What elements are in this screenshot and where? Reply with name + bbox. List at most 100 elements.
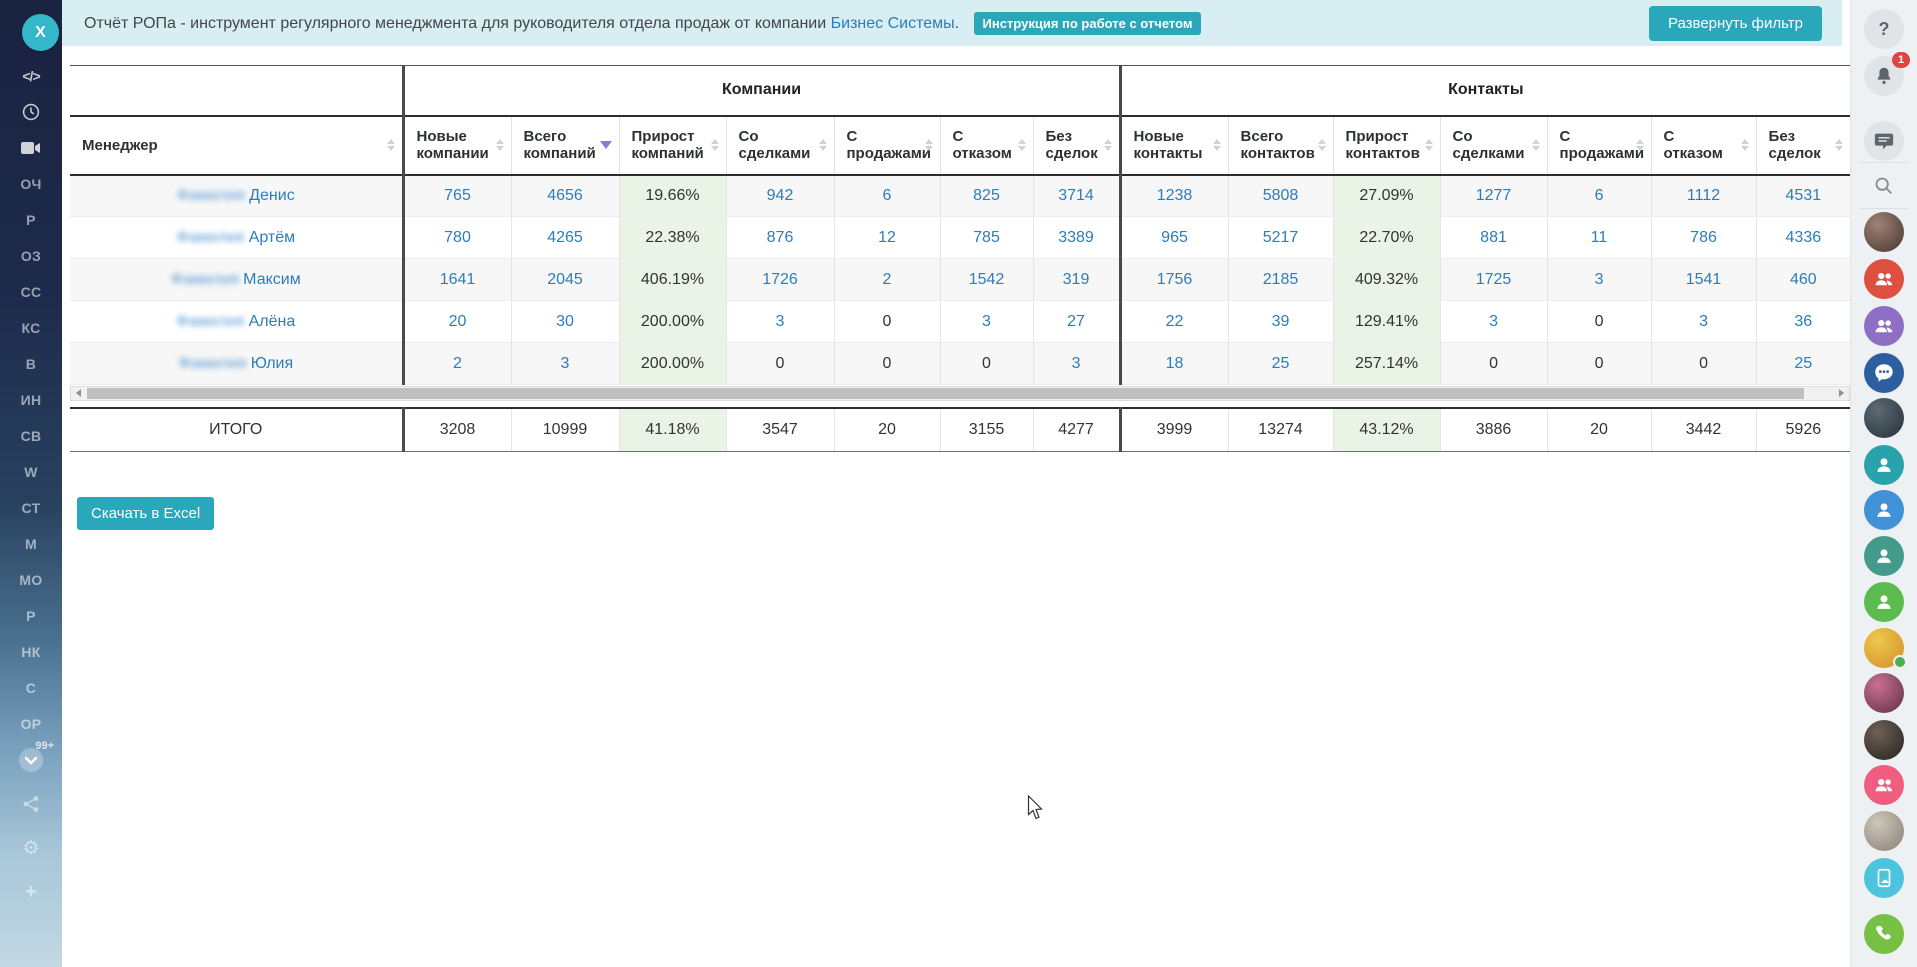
value-cell[interactable]: 2 <box>403 343 511 385</box>
value-link[interactable]: 1641 <box>440 271 476 288</box>
sort-icon[interactable] <box>1741 139 1749 151</box>
sort-icon[interactable] <box>1835 139 1843 151</box>
value-link[interactable]: 6 <box>1595 187 1604 204</box>
sidebar-item-св[interactable]: СВ <box>0 418 62 454</box>
sidebar-item-мо[interactable]: МО <box>0 562 62 598</box>
value-link[interactable]: 881 <box>1480 229 1507 246</box>
value-cell[interactable]: 6 <box>834 175 940 217</box>
value-link[interactable]: 6 <box>883 187 892 204</box>
value-link[interactable]: 4265 <box>547 229 583 246</box>
value-link[interactable]: 3714 <box>1058 187 1094 204</box>
download-excel-button[interactable]: Скачать в Excel <box>77 497 214 530</box>
value-cell[interactable]: 3 <box>726 301 834 343</box>
share-icon[interactable] <box>0 782 62 826</box>
column-header[interactable]: Без сделок <box>1033 116 1120 175</box>
scrollbar-thumb[interactable] <box>87 388 1804 399</box>
value-link[interactable]: 5808 <box>1263 187 1299 204</box>
value-cell[interactable]: 1541 <box>1651 259 1756 301</box>
value-cell[interactable]: 6 <box>1547 175 1651 217</box>
column-header-manager[interactable]: Менеджер <box>70 116 403 175</box>
value-link[interactable]: 3 <box>982 313 991 330</box>
value-cell[interactable]: 1725 <box>1440 259 1547 301</box>
value-link[interactable]: 27 <box>1067 313 1085 330</box>
avatar[interactable] <box>1864 212 1904 252</box>
value-cell[interactable]: 3714 <box>1033 175 1120 217</box>
avatar[interactable] <box>1864 720 1904 760</box>
value-cell[interactable]: 3 <box>1651 301 1756 343</box>
value-cell[interactable]: 1641 <box>403 259 511 301</box>
value-cell[interactable]: 2185 <box>1228 259 1333 301</box>
search-icon[interactable] <box>1864 166 1904 206</box>
chevron-down-circle-icon[interactable]: 99+ <box>0 738 62 782</box>
column-header[interactable]: Новые компании <box>403 116 511 175</box>
value-cell[interactable]: 3389 <box>1033 217 1120 259</box>
close-slider-button[interactable]: X <box>22 14 59 51</box>
value-link[interactable]: 1756 <box>1157 271 1193 288</box>
value-link[interactable]: 1277 <box>1476 187 1512 204</box>
value-cell[interactable]: 1112 <box>1651 175 1756 217</box>
value-link[interactable]: 965 <box>1161 229 1188 246</box>
value-link[interactable]: 12 <box>878 229 896 246</box>
value-cell[interactable]: 3 <box>1033 343 1120 385</box>
value-cell[interactable]: 1726 <box>726 259 834 301</box>
video-camera-icon[interactable] <box>0 130 62 166</box>
value-cell[interactable]: 25 <box>1756 343 1850 385</box>
value-link[interactable]: 786 <box>1690 229 1717 246</box>
value-cell[interactable]: 25 <box>1228 343 1333 385</box>
help-icon[interactable]: ? <box>1864 9 1904 49</box>
value-cell[interactable]: 20 <box>403 301 511 343</box>
group-chat-icon[interactable] <box>1864 765 1904 805</box>
value-link[interactable]: 11 <box>1591 229 1608 246</box>
value-link[interactable]: 4336 <box>1786 229 1822 246</box>
column-header[interactable]: Новые контакты <box>1120 116 1228 175</box>
instruction-badge[interactable]: Инструкция по работе с отчетом <box>974 12 1202 35</box>
avatar[interactable] <box>1864 673 1904 713</box>
sort-icon[interactable] <box>496 139 504 151</box>
value-link[interactable]: 1541 <box>1686 271 1722 288</box>
value-cell[interactable]: 1542 <box>940 259 1033 301</box>
value-cell[interactable]: 3 <box>940 301 1033 343</box>
value-cell[interactable]: 39 <box>1228 301 1333 343</box>
column-header[interactable]: С продажами <box>1547 116 1651 175</box>
value-cell[interactable]: 1238 <box>1120 175 1228 217</box>
value-link[interactable]: 20 <box>449 313 467 330</box>
column-header[interactable]: С продажами <box>834 116 940 175</box>
value-link[interactable]: 4656 <box>547 187 583 204</box>
value-cell[interactable]: 1277 <box>1440 175 1547 217</box>
column-header[interactable]: Без сделок <box>1756 116 1850 175</box>
sort-icon[interactable] <box>387 139 395 151</box>
sidebar-item-м[interactable]: М <box>0 526 62 562</box>
sidebar-item-нк[interactable]: НК <box>0 634 62 670</box>
value-link[interactable]: 3 <box>1699 313 1708 330</box>
column-header[interactable]: Со сделками <box>726 116 834 175</box>
sidebar-item-в[interactable]: В <box>0 346 62 382</box>
value-cell[interactable]: 5808 <box>1228 175 1333 217</box>
value-cell[interactable]: 3 <box>1440 301 1547 343</box>
avatar[interactable] <box>1864 398 1904 438</box>
value-cell[interactable]: 18 <box>1120 343 1228 385</box>
sidebar-item-ин[interactable]: ИН <box>0 382 62 418</box>
value-cell[interactable]: 4265 <box>511 217 619 259</box>
value-cell[interactable]: 4656 <box>511 175 619 217</box>
value-link[interactable]: 460 <box>1790 271 1817 288</box>
manager-link[interactable]: Фамилия Юлия <box>178 355 293 372</box>
group-chat-icon[interactable] <box>1864 353 1904 393</box>
sort-icon[interactable] <box>711 139 719 151</box>
value-link[interactable]: 2045 <box>547 271 583 288</box>
sort-icon[interactable] <box>1425 139 1433 151</box>
value-link[interactable]: 30 <box>556 313 574 330</box>
sort-icon[interactable] <box>1104 139 1112 151</box>
column-header[interactable]: Всего компаний <box>511 116 619 175</box>
value-link[interactable]: 25 <box>1272 355 1290 372</box>
code-icon[interactable]: </> <box>0 58 62 94</box>
telephony-icon[interactable] <box>1864 914 1904 954</box>
value-cell[interactable]: 36 <box>1756 301 1850 343</box>
sidebar-item-w[interactable]: W <box>0 454 62 490</box>
value-link[interactable]: 3 <box>1072 355 1081 372</box>
value-cell[interactable]: 12 <box>834 217 940 259</box>
manager-link[interactable]: Фамилия Денис <box>177 187 295 204</box>
column-header[interactable]: Прирост контактов <box>1333 116 1440 175</box>
user-chat-icon[interactable] <box>1864 582 1904 622</box>
sidebar-item-сс[interactable]: СС <box>0 274 62 310</box>
value-link[interactable]: 825 <box>973 187 1000 204</box>
